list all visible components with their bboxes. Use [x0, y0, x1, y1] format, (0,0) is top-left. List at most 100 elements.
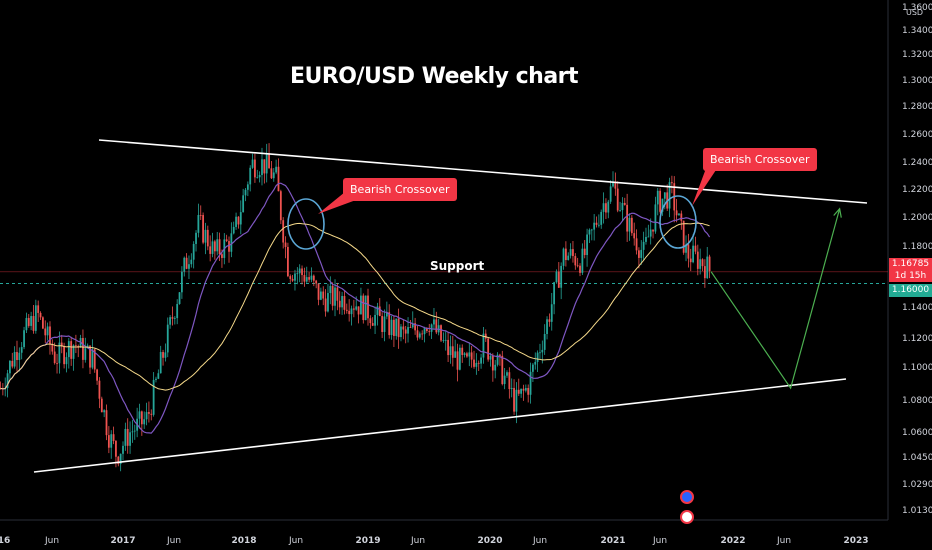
candle-body [409, 327, 412, 328]
candle-body [268, 154, 270, 169]
candle-body [553, 282, 556, 305]
candle-body [612, 182, 614, 187]
candle-body [689, 258, 692, 263]
candle-body [503, 375, 506, 385]
candle-body [44, 328, 47, 336]
candle-body [421, 333, 424, 335]
candle-body [685, 244, 687, 253]
y-tick-label: 1.22000 [902, 185, 932, 195]
candle-body [202, 215, 204, 243]
candle-body [230, 233, 233, 252]
candle-body [562, 248, 565, 266]
candle-body [659, 190, 662, 212]
candle-body [16, 352, 18, 361]
candle-body [155, 378, 157, 380]
candle-body [162, 352, 164, 358]
candle-body [105, 410, 108, 436]
y-tick-label: 1.24000 [902, 158, 932, 168]
y-tick-label: 1.02900 [902, 480, 932, 490]
candle-body [204, 229, 207, 243]
candle-body [383, 316, 386, 332]
candle-body [117, 456, 120, 465]
candle-body [454, 351, 457, 358]
economic-event-icon[interactable] [680, 490, 694, 504]
economic-event-icon[interactable] [680, 510, 694, 524]
candle-body [581, 248, 584, 273]
candle-body [256, 177, 259, 179]
x-tick-label: 2022 [720, 536, 745, 546]
y-tick-label: 1.36000 [902, 3, 932, 13]
candle-body [397, 318, 400, 338]
candle-body [190, 259, 193, 265]
candle-body [576, 265, 579, 267]
candle-body [124, 428, 127, 446]
candle-body [65, 357, 68, 365]
candle-body [235, 216, 237, 227]
candle-body [13, 352, 16, 367]
candle-body [140, 411, 143, 425]
candle-body [696, 251, 699, 269]
candle-body [513, 387, 515, 412]
bearish-crossover-callout-2: Bearish Crossover [703, 148, 817, 171]
candle-body [327, 293, 329, 312]
candle-body [9, 360, 11, 374]
candle-body [70, 341, 73, 359]
candle-body [614, 182, 617, 189]
candle-body [388, 312, 391, 336]
candle-body [654, 204, 657, 232]
candle-body [51, 344, 54, 352]
lower-trendline [33, 378, 847, 473]
candle-body [126, 428, 129, 446]
candle-body [414, 323, 417, 331]
candle-body [357, 306, 360, 315]
candle-body [628, 217, 631, 232]
candle-body [678, 213, 680, 216]
candle-body [145, 412, 148, 420]
candle-body [458, 347, 461, 370]
candle-body [560, 265, 563, 288]
candle-body [623, 202, 626, 205]
candle-body [27, 317, 30, 326]
candle-body [336, 287, 339, 301]
candle-body [56, 363, 58, 364]
candle-body [20, 347, 23, 353]
candle-body [626, 204, 629, 232]
candle-body [225, 239, 228, 242]
candle-body [477, 362, 480, 364]
candle-body [317, 283, 320, 300]
candle-body [543, 334, 546, 350]
candle-body [284, 242, 287, 247]
candle-body [112, 434, 115, 441]
candle-body [381, 316, 384, 332]
candle-body [482, 333, 485, 358]
candle-body [282, 220, 285, 243]
y-tick-label: 1.12000 [902, 334, 932, 344]
candle-body [451, 346, 454, 358]
candle-body [588, 229, 591, 235]
y-tick-label: 1.18000 [902, 242, 932, 252]
candle-body [569, 249, 572, 256]
candle-body [84, 348, 87, 360]
candle-body [425, 328, 428, 332]
candle-body [305, 277, 308, 282]
candle-body [289, 276, 292, 279]
y-tick-label: 1.01300 [902, 506, 932, 516]
candle-body [334, 287, 336, 306]
candle-body [661, 198, 664, 212]
candle-body [630, 217, 633, 234]
candle-body [461, 347, 464, 355]
currency-label: USD [906, 8, 924, 17]
callout-pointer [692, 163, 718, 206]
candle-body [60, 342, 63, 347]
candle-body [206, 229, 209, 247]
candle-body [180, 271, 183, 293]
projection-arrowhead [833, 207, 842, 218]
candle-body [348, 310, 351, 315]
candle-body [246, 184, 249, 190]
candle-body [270, 168, 273, 179]
y-tick-label: 1.20000 [902, 213, 932, 223]
candle-body [595, 222, 598, 225]
candle-body [501, 355, 504, 385]
candle-body [103, 410, 106, 413]
